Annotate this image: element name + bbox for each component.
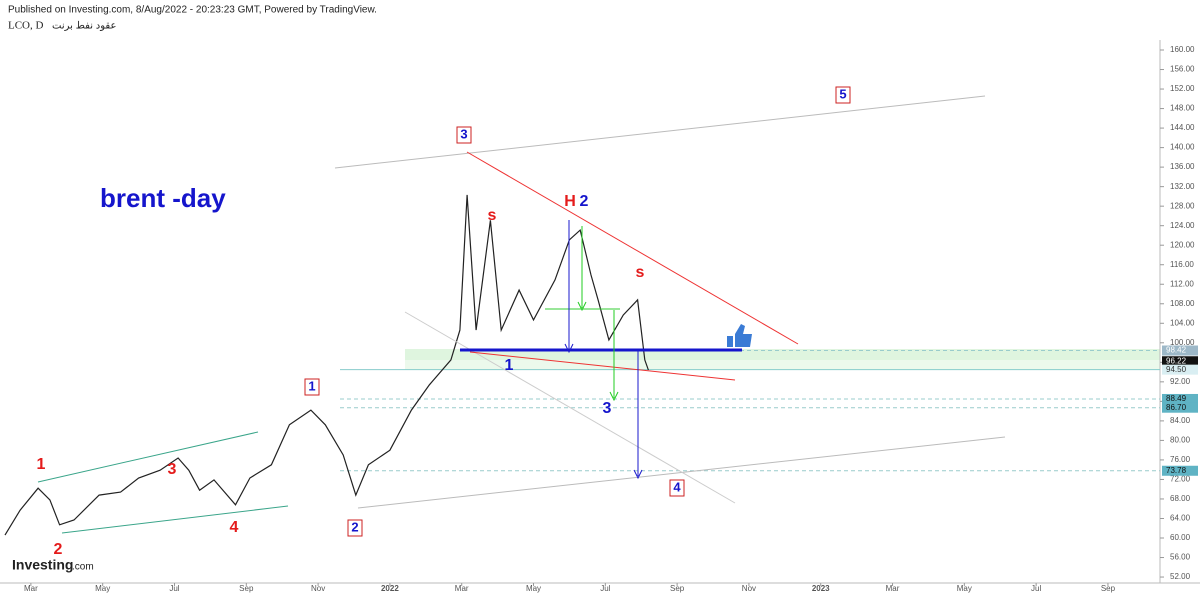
- y-tick-label: 144.00: [1170, 123, 1195, 132]
- y-tick-label: 136.00: [1170, 162, 1195, 171]
- y-tick-label: 76.00: [1170, 455, 1191, 464]
- x-tick-label: 2022: [381, 584, 399, 593]
- level-badge: [1162, 345, 1198, 356]
- wave-label: 1: [37, 456, 46, 473]
- wave-label: 2: [580, 193, 589, 210]
- wave-label: H: [564, 193, 576, 210]
- x-tick-label: Sep: [1101, 584, 1116, 593]
- level-label: 98.42: [1166, 346, 1187, 355]
- y-tick-label: 128.00: [1170, 201, 1195, 210]
- trendlines: [37, 95, 1006, 534]
- y-tick-label: 140.00: [1170, 143, 1195, 152]
- y-tick-label: 156.00: [1170, 65, 1195, 74]
- y-tick-label: 120.00: [1170, 240, 1195, 249]
- wave-label: 3: [460, 126, 467, 141]
- wave-label: 2: [54, 541, 63, 558]
- level-label: 88.49: [1166, 394, 1187, 403]
- wave-label: s: [488, 207, 497, 224]
- wave-label: 4: [230, 519, 239, 536]
- y-tick-label: 100.00: [1170, 338, 1195, 347]
- wave-label: 2: [351, 519, 358, 534]
- y-tick-label: 148.00: [1170, 104, 1195, 113]
- instrument: عقود نفط برنت: [52, 21, 116, 32]
- x-tick-label: Jul: [169, 584, 179, 593]
- level-label: 73.78: [1166, 466, 1187, 475]
- x-tick-label: Nov: [311, 584, 325, 593]
- y-tick-label: 72.00: [1170, 475, 1191, 484]
- y-tick-label: 60.00: [1170, 533, 1191, 542]
- level-badge: [1162, 393, 1198, 404]
- x-tick-label: May: [526, 584, 541, 593]
- x-tick-label: Mar: [886, 584, 900, 593]
- wave-box: [304, 378, 320, 396]
- y-tick-label: 52.00: [1170, 572, 1191, 581]
- wave-box: [347, 519, 363, 537]
- x-tick-label: Sep: [239, 584, 254, 593]
- level-label: 96.22: [1166, 356, 1187, 365]
- y-tick-label: 80.00: [1170, 436, 1191, 445]
- zone: [405, 349, 1160, 360]
- x-tick-label: Sep: [670, 584, 685, 593]
- logo: Investing: [12, 557, 73, 573]
- y-tick-label: 56.00: [1170, 553, 1191, 562]
- y-tick-label: 84.00: [1170, 416, 1191, 425]
- x-tick-label: Mar: [455, 584, 469, 593]
- price-line: [4, 194, 649, 536]
- chart-title: brent -day: [100, 183, 226, 213]
- y-tick-label: 108.00: [1170, 299, 1195, 308]
- x-tick-label: Jul: [1031, 584, 1041, 593]
- level-badge: [1162, 364, 1198, 375]
- y-tick-label: 124.00: [1170, 221, 1195, 230]
- y-tick-label: 160.00: [1170, 45, 1195, 54]
- logo-suffix: .com: [72, 562, 94, 573]
- x-tick-label: Nov: [742, 584, 756, 593]
- x-tick-label: 2023: [812, 584, 830, 593]
- wave-label: 4: [673, 479, 681, 494]
- wave-box: [456, 126, 472, 144]
- level-badge: [1162, 356, 1198, 367]
- level-badge: [1162, 465, 1198, 476]
- wave-label: 3: [168, 461, 177, 478]
- y-tick-label: 92.00: [1170, 377, 1191, 386]
- wave-label: 1: [308, 378, 315, 393]
- wave-label: 5: [839, 86, 846, 101]
- wave-box: [669, 479, 685, 497]
- x-tick-label: May: [95, 584, 110, 593]
- y-tick-label: 64.00: [1170, 514, 1191, 523]
- level-label: 86.70: [1166, 403, 1187, 412]
- wave-box: [835, 86, 851, 104]
- published-note: Published on Investing.com, 8/Aug/2022 -…: [8, 5, 377, 16]
- y-tick-label: 132.00: [1170, 182, 1195, 191]
- symbol: LCO, D: [8, 20, 44, 32]
- y-tick-label: 152.00: [1170, 84, 1195, 93]
- thumbs-up-icon: [727, 324, 752, 347]
- zone: [405, 360, 1160, 370]
- x-tick-label: May: [957, 584, 972, 593]
- x-tick-label: Mar: [24, 584, 38, 593]
- wave-label: 1: [505, 357, 514, 374]
- wave-label: 3: [603, 400, 612, 417]
- y-tick-label: 112.00: [1170, 279, 1194, 288]
- x-tick-label: Jul: [600, 584, 610, 593]
- level-label: 94.50: [1166, 365, 1187, 374]
- y-tick-label: 116.00: [1170, 260, 1194, 269]
- y-tick-label: 104.00: [1170, 318, 1195, 327]
- wave-label: s: [636, 264, 645, 281]
- level-badge: [1162, 402, 1198, 413]
- y-tick-label: 68.00: [1170, 494, 1191, 503]
